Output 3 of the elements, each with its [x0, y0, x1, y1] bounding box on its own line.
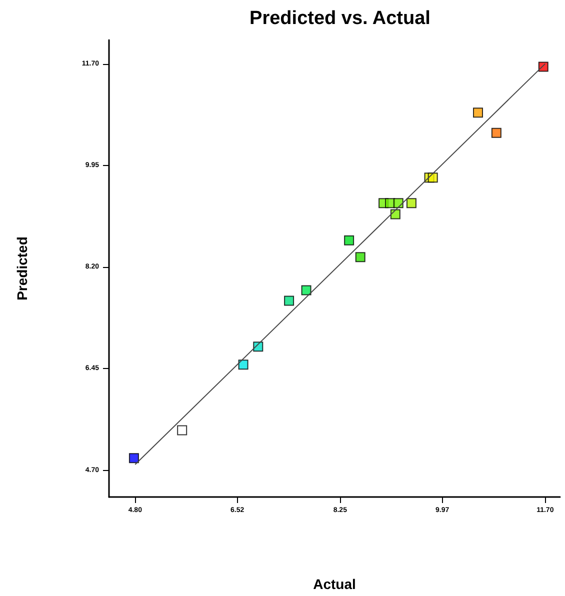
chart-title: Predicted vs. Actual [250, 8, 430, 29]
x-axis-title: Actual [313, 576, 356, 592]
y-axis-title: Predicted [14, 236, 30, 300]
